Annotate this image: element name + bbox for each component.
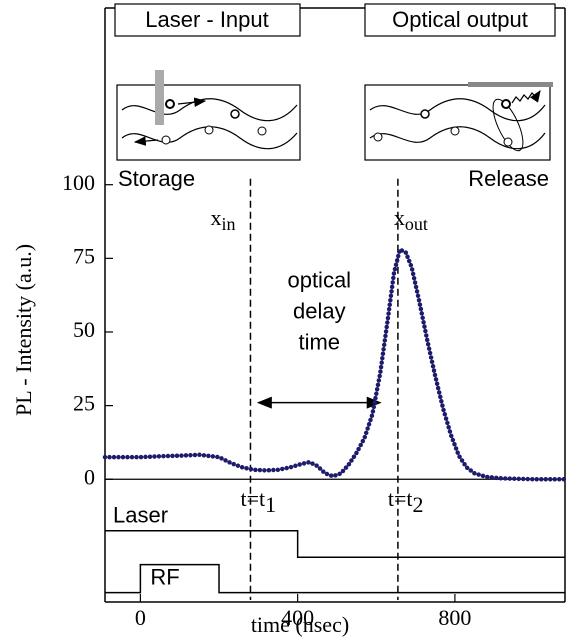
pl-curve bbox=[102, 246, 568, 482]
y-tick-label: 0 bbox=[84, 464, 95, 489]
panel-title-box bbox=[114, 3, 301, 37]
marker-label: xout bbox=[394, 205, 428, 234]
trace-line bbox=[105, 563, 565, 594]
x-tick-label: 800 bbox=[438, 605, 471, 630]
marker-time-sub: 1 bbox=[265, 492, 276, 517]
x-tick-label: 0 bbox=[135, 605, 146, 630]
y-tick-label: 50 bbox=[73, 317, 95, 342]
marker-label: xin bbox=[210, 205, 235, 234]
marker-time-main: t=t bbox=[240, 486, 265, 511]
marker-time-label: t=t2 bbox=[388, 486, 424, 517]
y-tick-label: 100 bbox=[62, 170, 95, 195]
y-tick-label: 75 bbox=[73, 243, 95, 268]
marker-label-main: x bbox=[394, 205, 405, 230]
inset-release bbox=[364, 82, 553, 161]
marker-label-sub: out bbox=[405, 214, 428, 234]
panel-title: Laser - Input bbox=[145, 7, 269, 32]
marker-time-sub: 2 bbox=[413, 492, 424, 517]
panel-caption: Storage bbox=[118, 166, 195, 191]
delay-label: delay bbox=[293, 299, 346, 324]
marker-label-main: x bbox=[210, 205, 221, 230]
trace-label: Laser bbox=[113, 503, 168, 528]
inset-storage bbox=[116, 70, 301, 161]
x-axis-label: time (nsec) bbox=[251, 612, 349, 637]
panel-caption: Release bbox=[468, 166, 549, 191]
x-tick-label: 400 bbox=[281, 605, 314, 630]
trace-line bbox=[105, 530, 565, 559]
marker-label-sub: in bbox=[221, 214, 235, 234]
delay-label: time bbox=[298, 330, 340, 355]
marker-time-main: t=t bbox=[388, 486, 413, 511]
y-tick-label: 25 bbox=[73, 391, 95, 416]
marker-time-label: t=t1 bbox=[240, 486, 276, 517]
panel-title: Optical output bbox=[392, 7, 528, 32]
delay-label: optical bbox=[287, 268, 351, 293]
y-axis-label: PL - Intensity (a.u.) bbox=[11, 244, 36, 416]
trace-label: RF bbox=[150, 564, 179, 589]
panel-title-box bbox=[364, 3, 556, 37]
